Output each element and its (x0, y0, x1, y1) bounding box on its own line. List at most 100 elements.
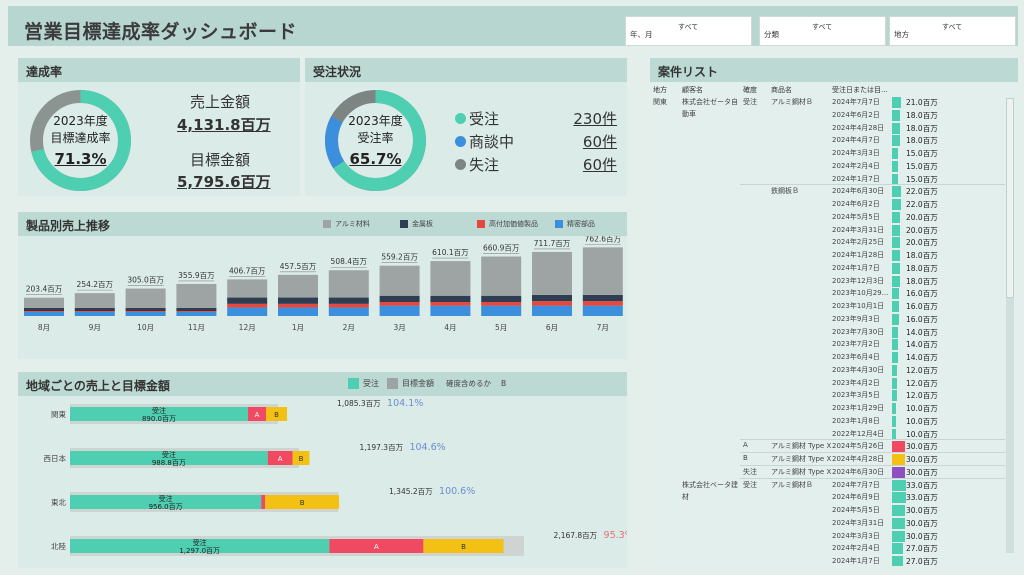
amount-value: 14.0百万 (906, 327, 938, 337)
amount-bar (892, 390, 898, 402)
panel-title: 地域ごとの売上と目標金額 (18, 372, 627, 396)
legend-label: 精密部品 (567, 220, 595, 228)
cell-product: アルミ鋼材Ｂ (771, 480, 813, 489)
status-row-negotiating: 商談中 60件 (455, 131, 617, 152)
amount-value: 16.0百万 (906, 302, 938, 311)
amount-value: 10.0百万 (906, 416, 938, 426)
filter-category[interactable]: すべて 分類 (759, 16, 886, 46)
bar-segment (227, 307, 268, 316)
bar-segment (532, 251, 572, 295)
order-bar (70, 407, 248, 421)
bar-segment (74, 311, 115, 312)
filter-label: 分類 (764, 30, 779, 39)
status-dot (455, 159, 466, 170)
a-label: A (278, 455, 283, 463)
amount-bar (892, 173, 899, 185)
amount-bar (892, 377, 898, 389)
amount-value: 30.0百万 (906, 506, 938, 515)
status-label: 商談中 (469, 133, 515, 151)
cell-date: 2023年7月2日 (832, 340, 880, 349)
cell-customer: 動車 (682, 110, 696, 118)
case-list-scrollbar[interactable] (1006, 98, 1014, 553)
region-label: 東北 (51, 497, 66, 507)
row-divider (740, 452, 1005, 453)
amount-bar (892, 403, 897, 414)
order-label: 受注 (162, 450, 176, 459)
cell-confidence: 受注 (743, 480, 757, 489)
total-label: 1,085.3百万 (337, 399, 381, 408)
donut-year: 2023年度 (53, 114, 108, 128)
total-label: 711.7百万 (534, 239, 571, 248)
amount-bar (892, 148, 899, 159)
bar-segment (278, 303, 318, 308)
amount-bar (892, 262, 900, 274)
bar-segment (328, 297, 369, 304)
filter-region[interactable]: すべて 地方 (889, 16, 1016, 46)
rate-label: 104.6% (409, 442, 445, 453)
filter-year-month[interactable]: すべて 年、月 (625, 16, 752, 46)
bar-segment (176, 311, 217, 312)
amount-value: 10.0百万 (906, 429, 938, 439)
amount-bar (892, 275, 900, 287)
amount-bar (892, 492, 906, 504)
panel-title: 達成率 (18, 58, 300, 82)
column-header-product[interactable]: 商品名 (771, 86, 792, 94)
cell-customer: 株式会社ゼータ自 (682, 98, 738, 106)
bar-segment (582, 301, 623, 306)
scrollbar-thumb[interactable] (1006, 98, 1014, 298)
cell-date: 2024年3月3日 (832, 531, 880, 540)
bar-segment (24, 307, 64, 312)
bar-segment (278, 297, 318, 304)
donut-value: 65.7% (349, 150, 402, 168)
bar-segment (481, 305, 522, 316)
amount-bar (892, 454, 905, 465)
amount-value: 20.0百万 (906, 212, 938, 222)
amount-bar (892, 428, 897, 440)
order-value-label: 956.0百万 (149, 503, 183, 511)
bar-segment (125, 311, 166, 312)
header-bar: 営業目標達成率ダッシュボード すべて 年、月 すべて 分類 すべて 地方 (8, 6, 1018, 46)
cell-product: アルミ鋼材Ｂ (771, 98, 813, 106)
order-label: 受注 (159, 494, 173, 503)
case-table-body[interactable]: 関東 株式会社ゼータ自 動車 受注 アルミ鋼材Ｂ 2024年7月7日 21.0百万 2024年… (650, 96, 1005, 566)
achievement-panel: 達成率 2023年度 目標達成率 71.3% 売上金額 4,131.8百万 目標… (18, 58, 300, 196)
cell-date: 2024年5月5日 (832, 506, 880, 514)
total-label: 660.9百万 (483, 244, 520, 253)
row-divider (740, 477, 1005, 479)
confidence-filter[interactable]: 確度含めるか B (446, 378, 506, 389)
status-dot (455, 113, 466, 124)
amount-value: 12.0百万 (906, 391, 938, 401)
total-label: 2,167.8百万 (554, 531, 598, 540)
amount-bar (892, 160, 899, 172)
cell-date: 2024年1月7日 (832, 263, 880, 272)
donut-value: 71.3% (54, 150, 107, 168)
cell-date: 2024年2月4日 (832, 544, 880, 553)
a-label: A (255, 411, 260, 419)
region-label: 北陸 (51, 541, 66, 551)
filter-label: 年、月 (630, 30, 653, 39)
x-tick-label: 12月 (239, 323, 256, 332)
order-bar (70, 451, 268, 465)
amount-value: 18.0百万 (906, 110, 938, 120)
bar-segment (582, 294, 623, 302)
donut-label: 受注率 (357, 131, 394, 145)
legend-label: 受注 (363, 379, 379, 388)
a-bar (329, 539, 424, 553)
achievement-donut (30, 90, 131, 191)
status-label: 受注 (469, 110, 500, 128)
rate-label: 95.3% (604, 530, 627, 541)
filter-value: すべて (942, 23, 963, 31)
column-header-confidence[interactable]: 確度 (743, 86, 757, 94)
amount-bar (892, 326, 898, 338)
amount-value: 18.0百万 (906, 263, 938, 273)
column-header-date[interactable]: 受注日または目... (832, 86, 888, 94)
column-header-region[interactable]: 地方 (653, 86, 667, 94)
filter-value: すべて (678, 23, 699, 31)
cell-date: 2022年12月4日 (832, 429, 885, 438)
legend-swatch (387, 378, 398, 389)
total-label: 610.1百万 (432, 248, 469, 257)
bar-segment (328, 270, 369, 298)
column-header-customer[interactable]: 顧客名 (682, 86, 703, 94)
amount-value: 20.0百万 (906, 225, 938, 235)
cell-date: 2024年4月28日 (832, 455, 885, 463)
